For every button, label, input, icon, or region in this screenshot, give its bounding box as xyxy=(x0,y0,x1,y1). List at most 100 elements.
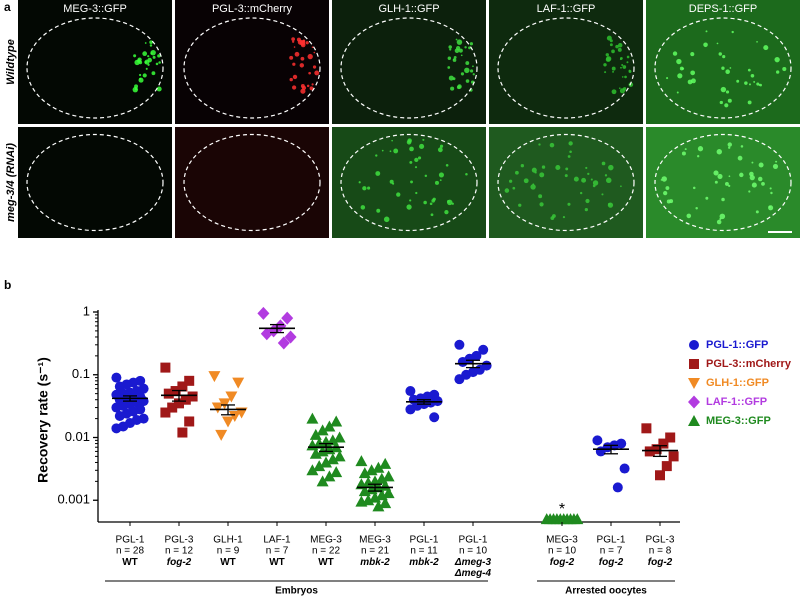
granule xyxy=(464,67,470,74)
granule xyxy=(451,202,454,205)
point xyxy=(235,407,248,419)
point xyxy=(330,415,343,427)
granule xyxy=(291,40,295,43)
granule xyxy=(432,197,436,201)
section-label: Arrested oocytes xyxy=(565,586,647,597)
point xyxy=(454,374,465,385)
granule xyxy=(719,100,723,105)
granule xyxy=(611,66,616,71)
granule xyxy=(716,42,719,45)
point xyxy=(306,412,319,424)
granule xyxy=(422,138,425,141)
granule xyxy=(618,87,621,90)
granule xyxy=(756,82,760,86)
legend-label: LAF-1::GFP xyxy=(706,396,767,408)
granule xyxy=(628,82,634,87)
granule xyxy=(619,56,623,60)
granule xyxy=(672,51,678,56)
granule xyxy=(725,90,730,94)
point xyxy=(658,438,669,449)
micrograph xyxy=(646,127,800,238)
point xyxy=(405,404,416,415)
granule xyxy=(289,55,294,60)
granule xyxy=(311,46,314,49)
granule xyxy=(392,182,395,185)
granule xyxy=(728,184,731,188)
granule xyxy=(417,156,422,160)
granule xyxy=(727,142,732,147)
granule xyxy=(458,48,463,53)
column-title: MEG-3::GFP xyxy=(63,3,127,15)
granule xyxy=(740,145,744,148)
embryo-outline xyxy=(340,17,478,119)
granule xyxy=(666,77,669,80)
condition-line: WT xyxy=(269,557,285,568)
granule xyxy=(749,175,755,181)
embryo-outline xyxy=(340,133,478,232)
condition: WT xyxy=(122,557,138,568)
point xyxy=(218,398,231,410)
legend-label: PGL-3::mCherry xyxy=(706,358,792,370)
granule xyxy=(567,202,571,206)
granule xyxy=(681,151,686,156)
granule xyxy=(555,164,561,171)
granule xyxy=(617,47,622,52)
granule xyxy=(626,61,629,64)
granule xyxy=(604,174,608,177)
granule xyxy=(393,148,399,154)
granule xyxy=(727,98,732,103)
condition-line: fog-2 xyxy=(599,557,624,568)
point xyxy=(429,412,440,423)
granule xyxy=(452,58,455,61)
condition-line: Δmeg-3 xyxy=(454,557,492,568)
granule xyxy=(376,208,381,213)
point xyxy=(379,457,392,469)
point xyxy=(612,482,623,493)
point xyxy=(362,494,375,506)
granule xyxy=(581,177,587,183)
granule xyxy=(565,167,569,171)
granule xyxy=(383,216,390,223)
sample-size: n = 12 xyxy=(165,546,194,557)
granule xyxy=(761,182,765,186)
point xyxy=(309,428,322,440)
point xyxy=(163,388,174,399)
granule xyxy=(763,45,769,51)
granule xyxy=(769,187,772,190)
granule xyxy=(606,56,612,62)
section-label: Embryos xyxy=(275,586,318,597)
granule xyxy=(601,161,606,166)
granule xyxy=(601,193,604,196)
point xyxy=(454,339,465,350)
column-title: GLH-1::GFP xyxy=(378,3,439,15)
granule xyxy=(518,203,522,207)
granule xyxy=(729,67,732,69)
granule xyxy=(714,180,718,184)
granule xyxy=(750,73,755,78)
granule xyxy=(612,70,614,73)
granule xyxy=(774,56,780,63)
condition-line: WT xyxy=(220,557,236,568)
granule xyxy=(724,181,729,186)
point xyxy=(595,446,606,457)
granule xyxy=(605,177,612,184)
granule xyxy=(138,73,142,77)
legend-marker xyxy=(689,359,699,369)
sample-size: n = 21 xyxy=(361,546,390,557)
granule xyxy=(611,49,615,54)
granule xyxy=(585,198,590,204)
granule xyxy=(721,66,725,70)
granule xyxy=(158,61,161,64)
granule xyxy=(705,30,708,33)
granule xyxy=(772,163,779,169)
granule xyxy=(562,216,566,219)
granule xyxy=(419,143,425,149)
granule xyxy=(755,210,759,214)
granule xyxy=(439,144,444,148)
granule xyxy=(744,81,748,85)
granule xyxy=(770,191,773,195)
granule xyxy=(389,150,392,153)
micrograph xyxy=(332,0,486,124)
x-tick-label: LAF-1 xyxy=(263,535,291,546)
legend-label: PGL-1::GFP xyxy=(706,339,768,351)
